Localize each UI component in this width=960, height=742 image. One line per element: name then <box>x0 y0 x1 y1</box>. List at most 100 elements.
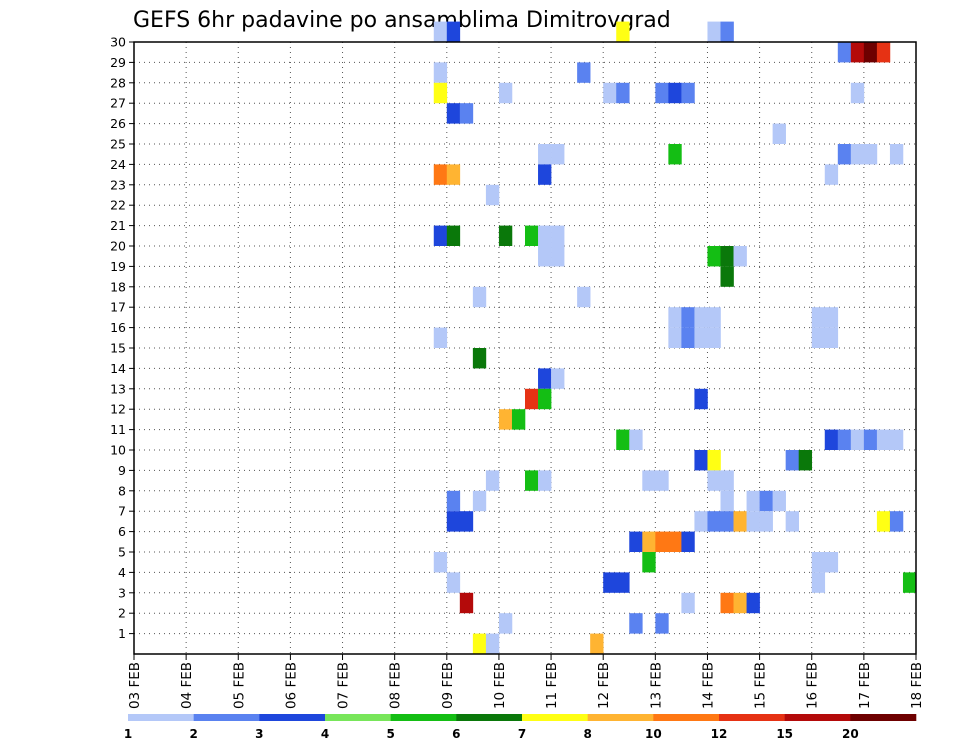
legend-label: 20 <box>842 727 859 741</box>
heatmap-cell: 10 FEB 18Z / 13: 3 <box>538 368 552 389</box>
heatmap-cell: 11 FEB 00Z / 20: 1 <box>551 225 565 246</box>
y-tick-label: 26 <box>110 116 126 131</box>
y-tick-label: 7 <box>118 504 126 519</box>
heatmap-cell: 16 FEB 00Z / 15: 1 <box>811 327 826 348</box>
x-tick-label: 12 FEB <box>596 662 612 709</box>
heatmap-cell: 14 FEB 12Z / 6: 8 <box>733 511 747 532</box>
x-tick-label: 08 FEB <box>388 662 404 709</box>
legend-label: 1 <box>124 727 132 741</box>
heatmap-cell: 15 FEB 18Z / 9: 6 <box>798 450 813 471</box>
grid <box>134 42 916 654</box>
x-tick-label: 10 FEB <box>492 662 508 709</box>
legend-swatch <box>259 714 326 721</box>
x-tick-label: 17 FEB <box>857 662 873 709</box>
y-tick-label: 4 <box>118 565 126 580</box>
heatmap-cell: 09 FEB 12Z / 14: 6 <box>472 348 487 369</box>
heatmap-cell: 12 FEB 00Z / 27: 1 <box>603 82 617 104</box>
heatmap-cell: 17 FEB 06Z / 10: 1 <box>876 429 891 450</box>
heatmap-cell: 09 FEB 00Z / 23: 8 <box>446 164 461 185</box>
heatmap-cell: 08 FEB 18Z / 20: 3 <box>433 225 448 246</box>
heatmap-cell: 14 FEB 12Z / 2: 8 <box>733 592 747 614</box>
heatmap-cell: 16 FEB 06Z / 16: 1 <box>824 307 839 328</box>
y-tick-label: 19 <box>110 259 126 274</box>
legend-swatch <box>390 714 457 721</box>
x-tick-label: 14 FEB <box>700 662 716 709</box>
heatmap-cell: 11 FEB 12Z / 28: 2 <box>577 62 591 83</box>
heatmap-cell: 15 FEB 06Z / 25: 1 <box>772 123 786 144</box>
heatmap-cell: 14 FEB 00Z / 8: 1 <box>707 470 721 491</box>
heatmap-cell: 14 FEB 06Z / 6: 2 <box>720 511 734 532</box>
y-tick-label: 18 <box>110 279 126 294</box>
y-tick-label: 17 <box>110 300 126 315</box>
heatmap-cell: 14 FEB 06Z / 19: 6 <box>720 246 734 267</box>
heatmap-cell: 10 FEB 18Z / 23: 3 <box>538 164 552 185</box>
heatmap-cell: 16 FEB 12Z / 24: 2 <box>837 144 852 165</box>
heatmap-cell: 13 FEB 12Z / 27: 2 <box>681 82 695 104</box>
legend-swatch <box>193 714 260 721</box>
x-tick-label: 18 FEB <box>909 662 925 709</box>
y-tick-label: 11 <box>110 422 126 437</box>
x-axis-ticks: 03 FEB 04 FEB 05 FEB 06 FEB 07 FEB 08 FEB 09 F… <box>127 654 925 709</box>
y-tick-label: 12 <box>110 402 126 417</box>
legend-swatch <box>719 714 785 721</box>
heatmap-cell: 10 FEB 00Z / 1: 1 <box>498 613 513 634</box>
heatmap-cell: 12 FEB 12Z / 10: 1 <box>629 429 643 450</box>
heatmap-cell: 17 FEB 00Z / 10: 2 <box>863 429 878 450</box>
y-tick-label: 25 <box>110 137 126 152</box>
y-tick-label: 15 <box>110 341 126 356</box>
heatmap-cell: 17 FEB 12Z / 10: 1 <box>889 429 904 450</box>
x-tick-label: 06 FEB <box>283 662 299 709</box>
x-tick-label: 03 FEB <box>127 662 143 709</box>
y-axis-ticks: 1234567891011121314151617181920212223242… <box>110 35 134 641</box>
heatmap-cell: 12 FEB 06Z / 10: 5 <box>616 429 630 450</box>
y-tick-label: 29 <box>110 55 126 70</box>
x-tick-label: 04 FEB <box>179 662 195 709</box>
legend-label: 15 <box>776 727 793 741</box>
heatmap-cell: 14 FEB 18Z / 2: 3 <box>746 592 760 614</box>
legend-swatch <box>128 714 194 721</box>
heatmap-cell: 10 FEB 12Z / 20: 5 <box>525 225 539 246</box>
heatmap-cell: 09 FEB 18Z / 22: 1 <box>485 184 500 206</box>
x-tick-label: 05 FEB <box>231 662 247 709</box>
heatmap-cell: 13 FEB 00Z / 5: 10 <box>655 531 669 552</box>
legend-label: 4 <box>321 727 329 741</box>
heatmap-cell: 13 FEB 18Z / 12: 3 <box>694 388 708 410</box>
heatmap-cell: 14 FEB 06Z / 8: 1 <box>720 470 734 491</box>
heatmap-cell: 11 FEB 00Z / 13: 1 <box>551 368 565 389</box>
legend-swatch <box>653 714 720 721</box>
heatmap-cell: 14 FEB 12Z / 19: 1 <box>733 246 747 267</box>
heatmap-cell: 09 FEB 12Z / 17: 1 <box>472 286 487 308</box>
x-tick-label: 09 FEB <box>440 662 456 709</box>
legend-swatch <box>587 714 654 721</box>
heatmap-cell: 13 FEB 12Z / 16: 2 <box>681 307 695 328</box>
y-tick-label: 2 <box>118 606 126 621</box>
y-tick-label: 21 <box>110 218 126 233</box>
x-tick-label: 16 FEB <box>805 662 821 709</box>
heatmap-cell: 16 FEB 06Z / 23: 1 <box>824 164 839 185</box>
heatmap-cell: 15 FEB 00Z / 6: 1 <box>759 511 773 532</box>
heatmap-cell: 10 FEB 12Z / 12: 12 <box>525 388 539 410</box>
heatmap-cell: 13 FEB 18Z / 9: 3 <box>694 450 708 471</box>
chart-title: GEFS 6hr padavine po ansamblima Dimitrov… <box>133 8 671 33</box>
legend-label: 12 <box>711 727 728 741</box>
y-tick-label: 22 <box>110 198 126 213</box>
legend-label: 6 <box>452 727 460 741</box>
heatmap-cell: 16 FEB 18Z / 24: 1 <box>850 144 865 165</box>
y-tick-label: 9 <box>118 463 126 478</box>
heatmap-cell: 08 FEB 18Z / 23: 10 <box>433 164 448 185</box>
heatmap-cell: 13 FEB 18Z / 16: 1 <box>694 307 708 328</box>
heatmap-cell: 16 FEB 18Z / 27: 1 <box>850 82 865 104</box>
x-tick-label: 07 FEB <box>336 662 352 709</box>
y-tick-label: 3 <box>118 585 126 600</box>
legend-label: 7 <box>518 727 526 741</box>
heatmap-cell: 16 FEB 12Z / 10: 2 <box>837 429 852 450</box>
heatmap-cell: 14 FEB 00Z / 16: 1 <box>707 307 721 328</box>
heatmap-cell: 16 FEB 00Z / 3: 1 <box>811 572 826 593</box>
heatmap-cell: 09 FEB 00Z / 7: 2 <box>446 490 461 512</box>
heatmap-cell: 09 FEB 18Z / 8: 1 <box>485 470 500 491</box>
heatmap-cell: 14 FEB 06Z / 2: 10 <box>720 592 734 614</box>
legend-label: 2 <box>189 727 197 741</box>
heatmap-cell: 09 FEB 12Z / 0: 7 <box>472 633 487 654</box>
heatmap-cell: 10 FEB 18Z / 19: 1 <box>538 246 552 267</box>
y-tick-label: 24 <box>110 157 126 172</box>
